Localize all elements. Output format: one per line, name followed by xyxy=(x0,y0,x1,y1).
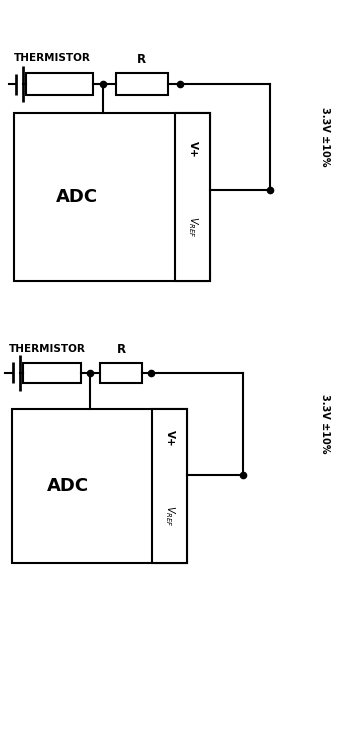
Text: $V_{REF}$: $V_{REF}$ xyxy=(163,504,177,526)
Text: R: R xyxy=(117,343,126,356)
FancyBboxPatch shape xyxy=(116,73,168,95)
FancyBboxPatch shape xyxy=(175,113,210,281)
Text: ADC: ADC xyxy=(47,477,89,495)
Text: 3.3V ±10%: 3.3V ±10% xyxy=(321,394,330,454)
FancyBboxPatch shape xyxy=(12,409,187,563)
FancyBboxPatch shape xyxy=(23,363,80,383)
FancyBboxPatch shape xyxy=(100,363,142,383)
Text: V+: V+ xyxy=(165,431,175,447)
Text: V+: V+ xyxy=(188,142,197,158)
Text: $V_{REF}$: $V_{REF}$ xyxy=(186,216,199,238)
Text: THERMISTOR: THERMISTOR xyxy=(9,344,86,355)
Text: R: R xyxy=(137,53,146,67)
Text: ADC: ADC xyxy=(56,189,98,206)
FancyBboxPatch shape xyxy=(152,409,187,563)
Text: THERMISTOR: THERMISTOR xyxy=(14,53,91,64)
Text: 3.3V ±10%: 3.3V ±10% xyxy=(321,107,330,167)
FancyBboxPatch shape xyxy=(26,73,93,95)
FancyBboxPatch shape xyxy=(14,113,210,281)
